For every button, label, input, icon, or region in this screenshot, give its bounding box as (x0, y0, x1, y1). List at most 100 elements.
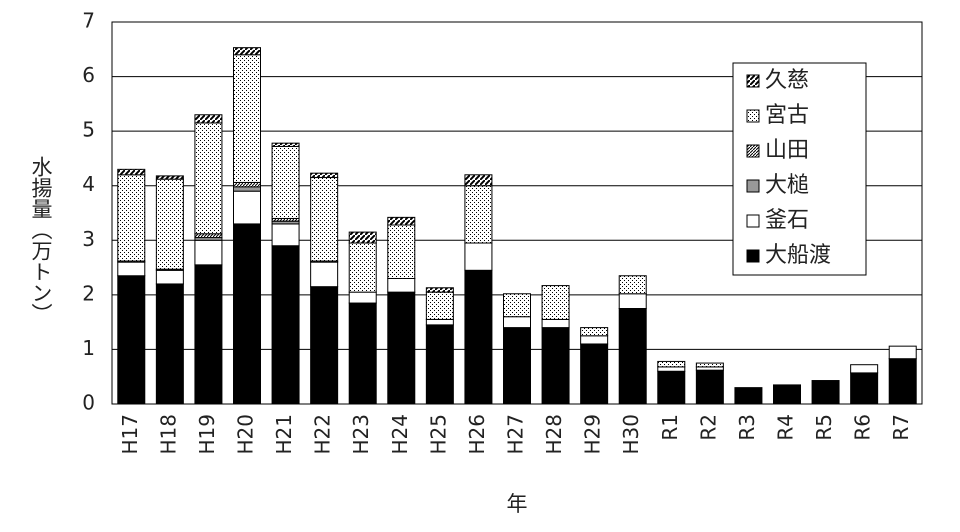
bar-segment (194, 122, 223, 235)
y-tick-label: 3 (82, 227, 95, 251)
bar-segment (117, 168, 146, 176)
bar-segment (310, 261, 339, 288)
bar-segment (310, 177, 339, 262)
bar-segment (155, 269, 184, 285)
x-tick-label: R3 (735, 414, 759, 441)
legend-swatch (746, 144, 760, 158)
x-tick-label: H20 (234, 414, 258, 455)
legend-label: 山田 (765, 138, 809, 163)
bar-segment (734, 387, 763, 405)
bar-segment (657, 360, 686, 368)
bar-segment (348, 242, 377, 293)
bar-segment (348, 231, 377, 244)
x-tick-label: H19 (195, 414, 219, 455)
x-tick-label: H27 (504, 414, 528, 455)
bar-segment (233, 190, 261, 225)
bar-segment (580, 335, 609, 345)
y-tick-label: 6 (82, 63, 95, 87)
bar-segment (348, 302, 377, 405)
bar-segment (580, 327, 609, 337)
x-tick-label: H24 (388, 414, 412, 455)
bar-segment (618, 275, 647, 295)
bar-segment (194, 233, 223, 239)
legend-box (732, 62, 867, 276)
bar-segment (348, 291, 377, 304)
bar-segment (888, 345, 917, 360)
bar-segment (541, 318, 570, 329)
bar-segment (117, 174, 146, 262)
bar-segment (155, 283, 184, 405)
bar-segment (503, 327, 531, 405)
bar-segment (773, 384, 801, 405)
y-tick-label: 0 (82, 391, 95, 415)
x-tick-label: H22 (311, 414, 335, 455)
x-tick-label: H17 (118, 414, 142, 455)
x-tick-label: R6 (851, 414, 875, 441)
x-tick-label: H25 (426, 414, 450, 455)
bar-segment (387, 277, 416, 293)
bar-segment (271, 223, 300, 247)
bar-segment (503, 316, 531, 329)
x-tick-label: R2 (696, 414, 720, 441)
bar-segment (811, 380, 840, 405)
legend-swatch (746, 214, 760, 228)
bar-segment (888, 358, 917, 405)
bar-segment (271, 245, 300, 405)
legend-label: 久慈 (765, 68, 809, 93)
bar-segment (194, 239, 223, 266)
legend-label: 大船渡 (765, 243, 831, 268)
y-tick-label: 1 (82, 336, 95, 360)
bar-segment (310, 172, 339, 179)
bar-segment (541, 285, 570, 320)
legend-swatch (746, 249, 760, 263)
legend-swatch (746, 109, 760, 123)
x-tick-label: H18 (156, 414, 180, 455)
y-axis-label: 水揚量（万トン） (29, 156, 53, 324)
bar-segment (155, 178, 184, 270)
x-tick-label: R5 (812, 414, 836, 441)
bar-segment (117, 261, 146, 277)
bar-segment (387, 224, 416, 279)
bar-segment (657, 370, 686, 405)
bar-segment (194, 114, 223, 124)
bar-segment (425, 287, 454, 293)
bar-segment (695, 362, 724, 368)
bar-segment (541, 327, 570, 405)
bar-segment (425, 318, 454, 326)
bar-segment (233, 47, 261, 56)
bar-segment (464, 242, 493, 271)
bar-segment (503, 293, 531, 318)
bar-segment (233, 223, 261, 405)
x-tick-label: R4 (774, 414, 798, 441)
x-tick-label: R7 (889, 414, 913, 441)
bar-segment (194, 264, 223, 405)
bar-segment (233, 186, 261, 192)
bar-segment (850, 372, 879, 405)
x-tick-label: R1 (658, 414, 682, 441)
legend-label: 宮古 (765, 103, 809, 128)
bar-segment (464, 174, 493, 187)
x-tick-label: H23 (349, 414, 373, 455)
bar-segment (233, 54, 261, 183)
bar-segment (387, 216, 416, 226)
bar-segment (271, 145, 300, 219)
bar-segment (117, 275, 146, 405)
bar-segment (618, 293, 647, 310)
bar-segment (425, 291, 454, 320)
legend-swatch (746, 74, 760, 88)
bar-segment (464, 185, 493, 244)
bar-segment (425, 324, 454, 405)
x-tick-label: H28 (542, 414, 566, 455)
x-axis-label: 年 (507, 492, 528, 516)
y-tick-label: 4 (82, 172, 95, 196)
y-tick-label: 5 (82, 118, 95, 142)
bar-segment (850, 364, 879, 374)
bar-segment (580, 343, 609, 405)
x-tick-label: H26 (465, 414, 489, 455)
bar-segment (387, 291, 416, 405)
bar-segment (310, 286, 339, 405)
x-tick-label: H29 (581, 414, 605, 455)
x-tick-label: H21 (272, 414, 296, 455)
legend-label: 大槌 (765, 173, 809, 198)
